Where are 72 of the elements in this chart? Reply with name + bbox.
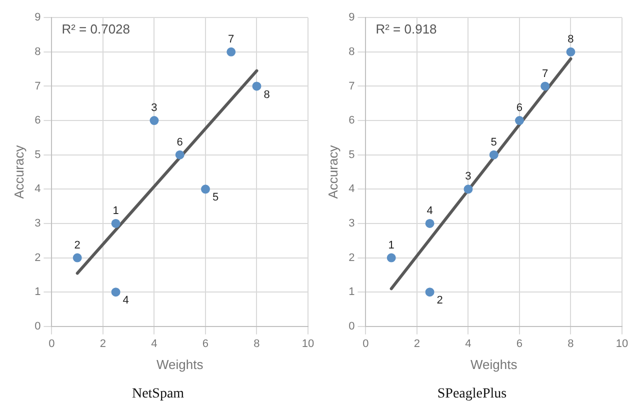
annotation: 1	[112, 205, 119, 217]
y-tick-label: 4	[34, 183, 41, 196]
annotation: 5	[212, 192, 219, 204]
point	[540, 82, 550, 91]
point	[111, 288, 120, 297]
y-tick-label: 8	[34, 46, 41, 58]
y-tick-label: 2	[348, 252, 355, 264]
annotation: 4	[426, 205, 433, 217]
point	[425, 288, 434, 297]
point	[489, 150, 498, 160]
text: SPeaglePlus	[437, 386, 507, 402]
x-tick-label: 4	[465, 338, 472, 350]
y-axis-title: Accuracy	[325, 144, 340, 199]
y-tick-label: 9	[34, 12, 41, 24]
annotation: 3	[465, 170, 472, 183]
y-tick-label: 6	[34, 114, 41, 127]
annotation: 7	[228, 33, 234, 46]
y-tick-label: 3	[348, 218, 355, 230]
annotation: 5	[490, 136, 497, 148]
text: NetSpam	[132, 386, 184, 402]
y-tick-label: 5	[34, 148, 41, 161]
annotation: 2	[436, 294, 443, 307]
x-axis-title: Weights	[156, 356, 204, 372]
x-tick-label: 0	[362, 338, 369, 350]
annotation: 6	[516, 102, 523, 114]
y-tick-label: 4	[348, 183, 355, 196]
y-tick-label: 7	[34, 80, 41, 92]
x-tick-label: 10	[302, 338, 314, 350]
y-tick-label: 0	[34, 320, 41, 332]
point	[386, 253, 396, 262]
x-tick-label: 4	[151, 338, 158, 350]
annotation: 7	[542, 68, 548, 80]
x-axis-title: Weights	[470, 356, 518, 372]
annotation: 8	[264, 88, 270, 101]
y-tick-label: 0	[348, 320, 355, 332]
point	[252, 82, 262, 91]
x-tick-label: 6	[202, 338, 209, 350]
annotation: 1	[388, 239, 394, 252]
y-tick-label: 3	[34, 218, 41, 230]
x-tick-label: 2	[100, 338, 106, 350]
y-tick-label: 9	[348, 12, 355, 24]
annotation: 3	[151, 102, 158, 114]
x-tick-label: 10	[616, 338, 628, 350]
point	[200, 184, 210, 194]
y-tick-label: 6	[348, 114, 355, 127]
annotation: 6	[176, 136, 183, 148]
annotation: 4	[122, 294, 129, 307]
point	[150, 116, 159, 126]
y-tick-label: 5	[348, 148, 355, 161]
x-tick-label: 8	[568, 338, 574, 350]
point	[464, 184, 473, 194]
y-tick-label: 8	[348, 46, 355, 58]
x-tick-label: 0	[48, 338, 55, 350]
x-tick-label: 2	[414, 338, 420, 350]
point	[226, 47, 236, 56]
annotation: 2	[74, 239, 80, 252]
point	[72, 253, 82, 262]
point	[111, 218, 120, 228]
point	[514, 116, 524, 126]
y-tick-label: 1	[348, 286, 355, 298]
annotation: R² = 0.7028	[62, 22, 130, 37]
point	[175, 150, 184, 160]
x-tick-label: 8	[254, 338, 260, 350]
annotation: R² = 0.918	[376, 22, 437, 37]
y-tick-label: 7	[348, 80, 355, 92]
y-tick-label: 2	[34, 252, 41, 264]
point	[566, 47, 576, 56]
y-axis-title: Accuracy	[11, 144, 26, 199]
point	[425, 218, 434, 228]
x-tick-label: 6	[516, 338, 523, 350]
y-tick-label: 1	[34, 286, 41, 298]
annotation: 8	[568, 33, 574, 46]
